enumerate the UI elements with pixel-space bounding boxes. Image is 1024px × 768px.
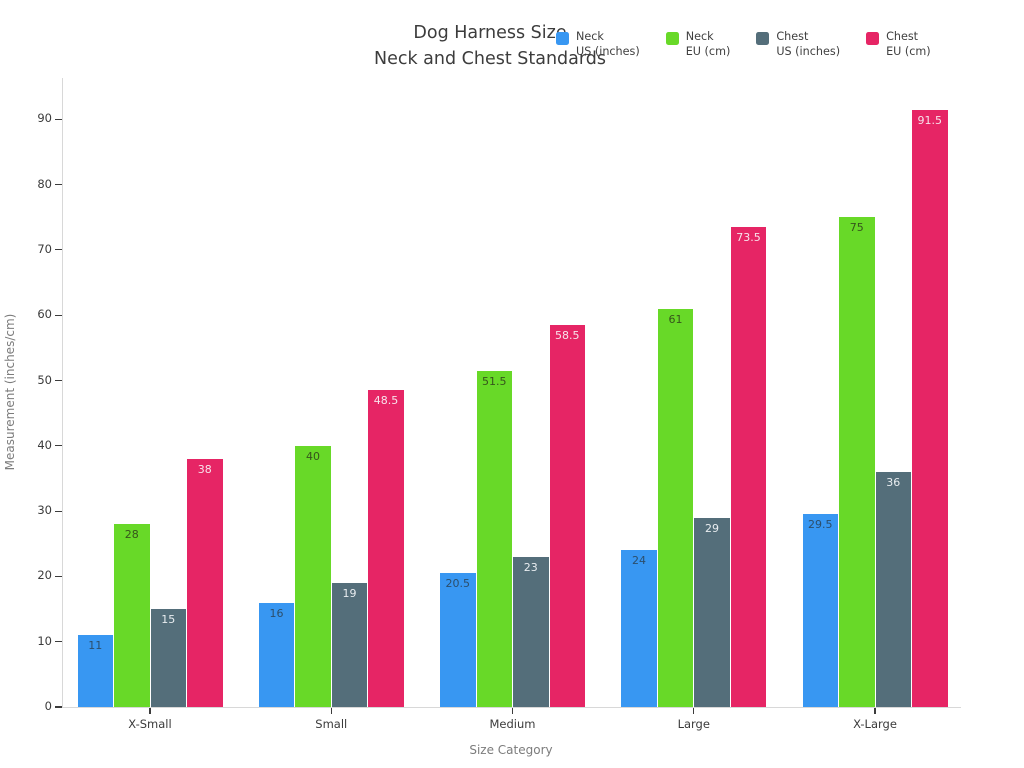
y-tick [55,510,62,512]
y-tick [55,575,62,577]
legend-label: Neck US (inches) [576,30,640,58]
legend-swatch [665,32,679,45]
y-tick-label: 90 [37,111,52,126]
y-tick [55,184,62,186]
bar-value-label: 61 [668,312,683,326]
bar [730,227,767,707]
bar-value-label: 38 [197,462,212,476]
bar-value-label: 20.5 [445,577,471,591]
x-tick [149,708,151,714]
bar [440,573,476,707]
y-tick-label: 80 [37,176,52,191]
bar-value-label: 11 [88,639,103,653]
y-tick [55,706,62,708]
y-tick-label: 70 [37,241,52,256]
bar-value-label: 29 [705,521,719,535]
legend-item: Chest US (inches) [756,29,840,59]
legend-label: Chest US (inches) [776,30,841,58]
legend-swatch [556,32,569,45]
bar-value-label: 16 [269,606,284,620]
chart-title: Dog Harness Size Neck and Chest Standard… [0,20,980,72]
bar-value-label: 29.5 [808,518,833,532]
y-tick-label: 30 [37,503,52,518]
bar [258,602,295,707]
bar-value-label: 51.5 [482,374,507,388]
legend-swatch [866,32,880,45]
bar-value-label: 36 [886,475,901,489]
y-tick [55,118,62,120]
bar [331,582,368,707]
y-tick [55,641,62,643]
bar [513,556,549,707]
bar [295,445,331,707]
x-tick [693,708,695,714]
legend-item: Neck US (inches) [556,29,640,59]
y-tick [55,249,62,251]
bar [476,370,512,707]
y-axis-title: Measurement (inches/cm) [3,313,17,471]
chart-title-line2: Neck and Chest Standards [373,49,606,69]
x-tick-label: Small [315,717,348,731]
bar-value-label: 91.5 [917,113,943,127]
y-tick-label: 20 [37,568,52,583]
bar [912,109,948,707]
bar-value-label: 75 [849,221,864,235]
bar [839,217,875,707]
bar [549,324,585,707]
x-tick-label: Medium [489,717,536,731]
bar [694,517,730,707]
bar [802,514,838,707]
x-axis-title: Size Category [469,743,553,757]
bar-value-label: 73.5 [736,231,761,245]
y-tick-label: 50 [37,372,52,387]
y-axis-line [62,78,63,708]
bar-value-label: 24 [632,554,646,568]
bar [621,550,657,707]
x-tick-label: X-Large [853,717,897,731]
y-tick-label: 10 [37,633,52,648]
bar-value-label: 48.5 [373,394,399,408]
bar [77,635,113,707]
bar [368,390,404,707]
y-tick [55,314,62,316]
y-tick [55,445,62,447]
bar [114,524,150,707]
y-tick-label: 0 [44,699,52,713]
chart-title-line1: Dog Harness Size [413,23,567,43]
legend-label: Chest EU (cm) [886,30,931,58]
bar [875,471,911,707]
bar [150,609,186,707]
bar-value-label: 58.5 [555,328,580,342]
bar [187,458,223,707]
bar-value-label: 23 [523,560,538,574]
x-axis-line [62,707,961,708]
legend-item: Neck EU (cm) [665,29,731,59]
bar [657,308,694,707]
bar-value-label: 15 [161,613,176,627]
bar-value-label: 19 [342,586,357,600]
x-tick [511,708,514,714]
y-tick-label: 60 [37,307,52,322]
legend-label: Neck EU (cm) [685,30,731,58]
x-tick-label: X-Small [128,717,172,731]
legend-item: Chest EU (cm) [866,29,931,59]
y-tick-label: 40 [37,437,52,452]
legend: Neck US (inches) Neck EU (cm) Chest US (inche… [556,29,931,59]
x-tick [874,708,876,714]
bar-value-label: 28 [124,528,139,542]
y-tick [55,379,62,382]
legend-swatch [756,32,770,45]
x-tick [330,708,332,714]
bar-value-label: 40 [306,449,320,463]
x-tick-label: Large [677,717,710,731]
